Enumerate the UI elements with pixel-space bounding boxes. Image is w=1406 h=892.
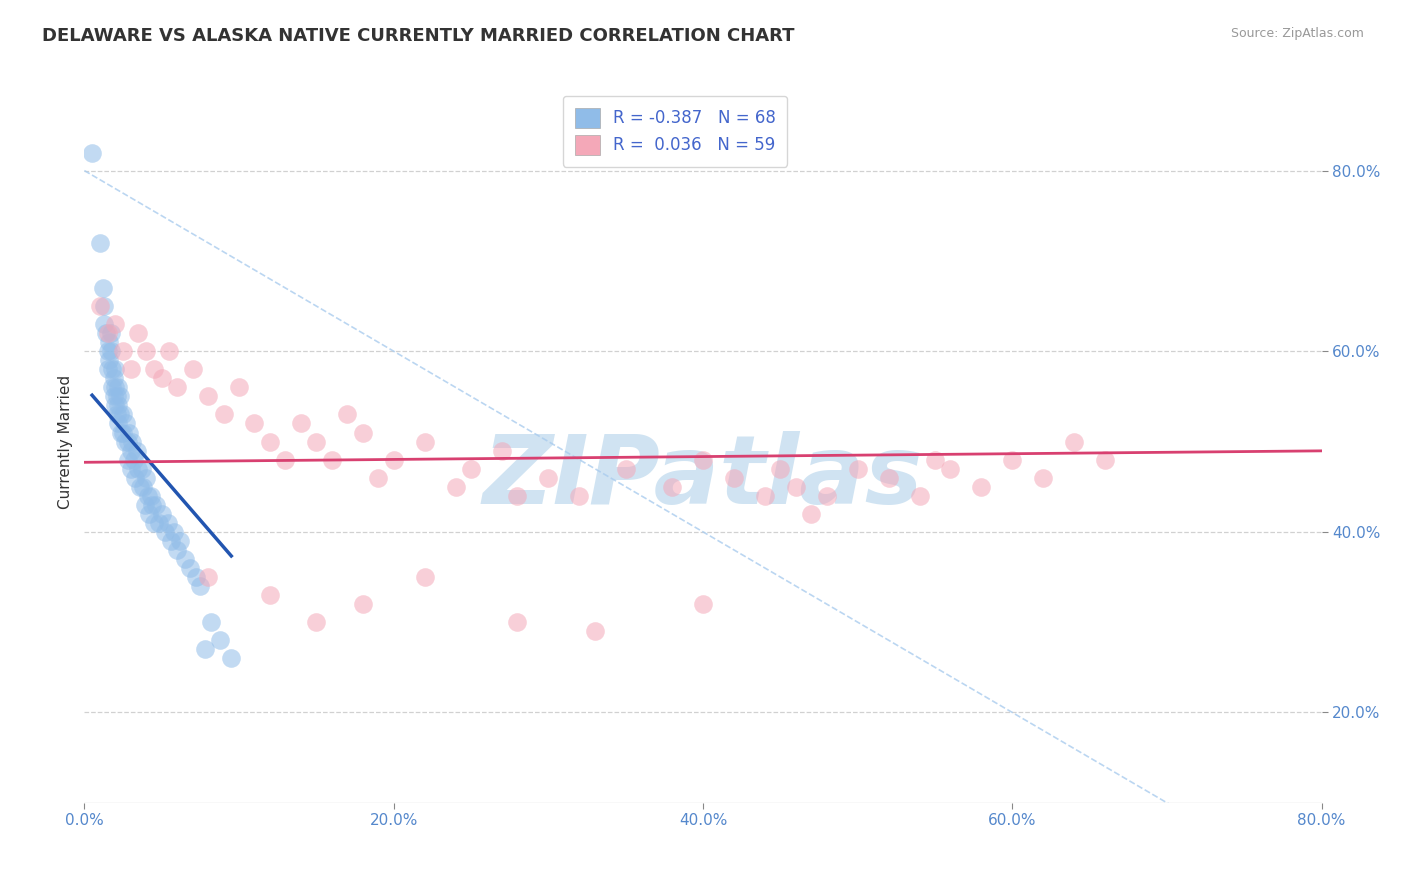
Point: [382, 452, 405, 467]
Point: [197, 570, 219, 584]
Point: [1001, 452, 1024, 467]
Text: Source: ZipAtlas.com: Source: ZipAtlas.com: [1230, 27, 1364, 40]
Point: [815, 489, 838, 503]
Point: [112, 408, 135, 422]
Point: [614, 461, 637, 475]
Point: [127, 461, 149, 475]
Point: [96, 344, 118, 359]
Point: [413, 570, 436, 584]
Point: [104, 317, 127, 331]
Point: [93, 299, 115, 313]
Point: [135, 344, 157, 359]
Point: [153, 524, 176, 539]
Point: [243, 417, 266, 431]
Point: [212, 408, 235, 422]
Point: [259, 588, 281, 602]
Point: [145, 498, 167, 512]
Point: [104, 362, 127, 376]
Point: [259, 434, 281, 449]
Point: [184, 570, 207, 584]
Point: [169, 533, 191, 548]
Point: [100, 326, 122, 340]
Point: [274, 452, 297, 467]
Point: [101, 362, 124, 376]
Point: [800, 507, 823, 521]
Point: [209, 633, 232, 648]
Point: [115, 417, 138, 431]
Point: [1094, 452, 1116, 467]
Point: [200, 615, 222, 630]
Point: [305, 434, 328, 449]
Point: [583, 624, 606, 639]
Point: [98, 353, 121, 368]
Point: [132, 480, 155, 494]
Point: [166, 542, 188, 557]
Point: [120, 443, 142, 458]
Point: [143, 516, 166, 530]
Point: [89, 235, 111, 250]
Point: [148, 516, 170, 530]
Point: [846, 461, 869, 475]
Point: [94, 326, 117, 340]
Point: [139, 489, 162, 503]
Point: [460, 461, 482, 475]
Point: [769, 461, 792, 475]
Point: [98, 335, 121, 350]
Point: [134, 498, 156, 512]
Point: [197, 389, 219, 403]
Point: [228, 380, 250, 394]
Point: [924, 452, 946, 467]
Point: [93, 317, 115, 331]
Point: [129, 480, 152, 494]
Point: [163, 524, 186, 539]
Point: [138, 507, 160, 521]
Point: [506, 489, 529, 503]
Point: [159, 344, 180, 359]
Point: [127, 326, 149, 340]
Point: [107, 380, 129, 394]
Point: [117, 452, 139, 467]
Point: [1032, 470, 1054, 484]
Point: [101, 380, 124, 394]
Point: [336, 408, 359, 422]
Point: [89, 299, 111, 313]
Point: [194, 642, 217, 657]
Point: [120, 362, 142, 376]
Point: [367, 470, 389, 484]
Point: [413, 434, 436, 449]
Point: [661, 480, 683, 494]
Point: [96, 362, 118, 376]
Point: [104, 380, 127, 394]
Point: [219, 651, 242, 665]
Point: [723, 470, 745, 484]
Point: [150, 371, 173, 385]
Point: [692, 452, 714, 467]
Point: [908, 489, 931, 503]
Point: [156, 516, 179, 530]
Point: [136, 489, 159, 503]
Point: [141, 498, 163, 512]
Point: [179, 561, 201, 575]
Point: [692, 597, 714, 611]
Point: [160, 533, 183, 548]
Point: [754, 489, 776, 503]
Point: [107, 398, 129, 412]
Point: [122, 452, 145, 467]
Point: [112, 344, 135, 359]
Y-axis label: Currently Married: Currently Married: [58, 375, 73, 508]
Text: ZIPatlas: ZIPatlas: [482, 431, 924, 524]
Point: [1063, 434, 1085, 449]
Point: [188, 579, 211, 593]
Point: [568, 489, 591, 503]
Point: [104, 398, 127, 412]
Point: [96, 326, 118, 340]
Point: [143, 362, 166, 376]
Point: [150, 507, 173, 521]
Point: [290, 417, 312, 431]
Point: [108, 389, 131, 403]
Point: [352, 597, 374, 611]
Text: DELAWARE VS ALASKA NATIVE CURRENTLY MARRIED CORRELATION CHART: DELAWARE VS ALASKA NATIVE CURRENTLY MARR…: [42, 27, 794, 45]
Point: [939, 461, 962, 475]
Point: [118, 425, 141, 440]
